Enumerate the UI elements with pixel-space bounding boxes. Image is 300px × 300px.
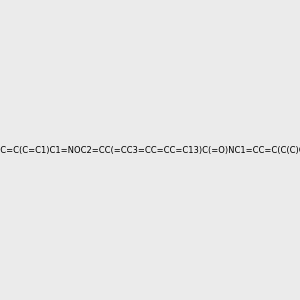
Text: ClC1=CC=C(C=C1)C1=NOC2=CC(=CC3=CC=CC=C13)C(=O)NC1=CC=C(C(C)C)C=C1: ClC1=CC=C(C=C1)C1=NOC2=CC(=CC3=CC=CC=C13…	[0, 146, 300, 154]
